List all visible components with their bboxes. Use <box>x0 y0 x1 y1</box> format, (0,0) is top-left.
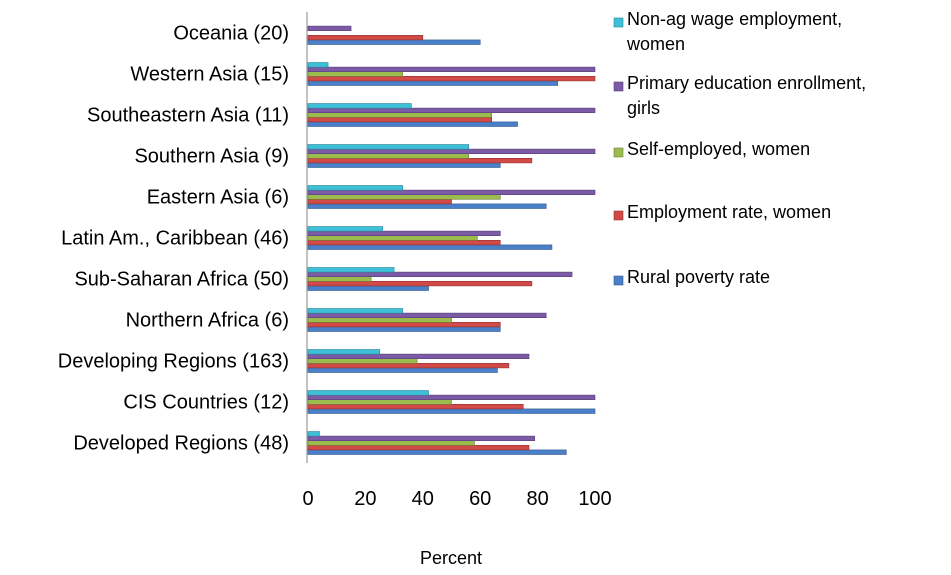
bar-self-employed-women-1 <box>307 399 452 405</box>
bar-employment-rate-women-5 <box>307 240 501 246</box>
x-tick-label: 80 <box>526 488 548 510</box>
bar-employment-rate-women-2 <box>307 362 510 369</box>
legend-label: Non-ag wage employment, <box>627 9 842 29</box>
bar-primary-education-enrollment-girls-8 <box>307 107 596 113</box>
legend-label: Primary education enrollment, <box>627 73 866 93</box>
bar-primary-education-enrollment-girls-10 <box>307 25 352 32</box>
legend-label: Self-employed, women <box>627 139 810 159</box>
category-label: Developed Regions (48) <box>73 433 289 455</box>
legend-swatch <box>613 81 624 92</box>
legend-swatch <box>613 17 624 28</box>
category-label: Eastern Asia (6) <box>147 187 289 209</box>
bar-primary-education-enrollment-girls-3 <box>307 312 547 319</box>
category-label: Western Asia (15) <box>130 64 289 86</box>
bars-layer <box>307 25 596 455</box>
x-tick-label: 20 <box>354 488 376 510</box>
bar-non-ag-wage-employment-women-8 <box>307 103 412 109</box>
bar-non-ag-wage-employment-women-5 <box>307 226 383 232</box>
bar-primary-education-enrollment-girls-4 <box>307 271 573 278</box>
bar-non-ag-wage-employment-women-2 <box>307 349 381 355</box>
bar-primary-education-enrollment-girls-7 <box>307 148 596 155</box>
bar-primary-education-enrollment-girls-5 <box>307 230 501 237</box>
bar-rural-poverty-rate-9 <box>307 80 558 86</box>
bar-employment-rate-women-0 <box>307 444 530 451</box>
category-label: Latin Am., Caribbean (46) <box>61 228 289 250</box>
bar-rural-poverty-rate-7 <box>307 162 501 168</box>
bar-employment-rate-women-7 <box>307 158 533 164</box>
bar-primary-education-enrollment-girls-9 <box>307 66 596 72</box>
x-tick-label: 60 <box>469 488 491 510</box>
category-label: Oceania (20) <box>173 23 289 45</box>
bar-rural-poverty-rate-4 <box>307 285 429 291</box>
legend-swatch <box>613 210 624 221</box>
x-axis-title: Percent <box>420 548 482 568</box>
bar-rural-poverty-rate-5 <box>307 244 553 250</box>
bar-primary-education-enrollment-girls-0 <box>307 435 536 442</box>
bar-self-employed-women-9 <box>307 71 404 77</box>
bar-rural-poverty-rate-2 <box>307 367 498 373</box>
bar-rural-poverty-rate-10 <box>307 39 481 45</box>
category-labels: Developed Regions (48) CIS Countries (12)… <box>58 23 289 455</box>
bar-self-employed-women-3 <box>307 317 452 323</box>
bar-self-employed-women-4 <box>307 276 372 282</box>
bar-rural-poverty-rate-6 <box>307 203 547 209</box>
bar-non-ag-wage-employment-women-0 <box>307 431 320 437</box>
legend-label: Employment rate, women <box>627 202 831 222</box>
legend-swatch <box>613 147 624 158</box>
bar-non-ag-wage-employment-women-1 <box>307 390 429 396</box>
category-label: Developing Regions (163) <box>58 351 289 373</box>
bar-rural-poverty-rate-3 <box>307 326 501 332</box>
bar-primary-education-enrollment-girls-6 <box>307 189 596 196</box>
legend-label: girls <box>627 98 660 118</box>
x-tick-labels: 0 20 40 60 80 100 <box>302 488 611 510</box>
x-tick-label: 100 <box>578 488 611 510</box>
bar-self-employed-women-5 <box>307 235 478 241</box>
x-tick-label: 0 <box>302 488 313 510</box>
bar-non-ag-wage-employment-women-6 <box>307 185 404 191</box>
bar-self-employed-women-2 <box>307 358 418 364</box>
bar-non-ag-wage-employment-women-7 <box>307 144 470 150</box>
bar-employment-rate-women-9 <box>307 76 596 82</box>
bar-employment-rate-women-8 <box>307 117 492 123</box>
bar-rural-poverty-rate-1 <box>307 408 596 414</box>
bar-self-employed-women-7 <box>307 153 470 159</box>
bar-self-employed-women-6 <box>307 194 501 200</box>
bar-employment-rate-women-1 <box>307 403 524 410</box>
bar-rural-poverty-rate-0 <box>307 449 567 455</box>
category-label: CIS Countries (12) <box>123 392 289 414</box>
category-label: Southeastern Asia (11) <box>87 105 289 127</box>
bar-non-ag-wage-employment-women-9 <box>307 62 329 68</box>
x-tick-label: 40 <box>412 488 434 510</box>
bar-primary-education-enrollment-girls-2 <box>307 353 530 360</box>
legend: Non-ag wage employment, women Primary educ… <box>613 9 866 287</box>
legend-label: Rural poverty rate <box>627 267 770 287</box>
legend-label: women <box>626 34 685 54</box>
bar-employment-rate-women-6 <box>307 199 452 205</box>
bar-rural-poverty-rate-8 <box>307 121 518 127</box>
bar-self-employed-women-8 <box>307 112 492 118</box>
bar-non-ag-wage-employment-women-4 <box>307 267 395 273</box>
category-label: Southern Asia (9) <box>134 146 289 168</box>
category-label: Sub-Saharan Africa (50) <box>74 269 289 291</box>
legend-swatch <box>613 275 624 286</box>
category-label: Northern Africa (6) <box>126 310 289 332</box>
bar-employment-rate-women-10 <box>307 34 424 41</box>
bar-self-employed-women-0 <box>307 440 475 446</box>
bar-non-ag-wage-employment-women-3 <box>307 308 404 314</box>
bar-employment-rate-women-3 <box>307 321 501 328</box>
bar-employment-rate-women-4 <box>307 280 533 287</box>
bar-primary-education-enrollment-girls-1 <box>307 394 596 401</box>
